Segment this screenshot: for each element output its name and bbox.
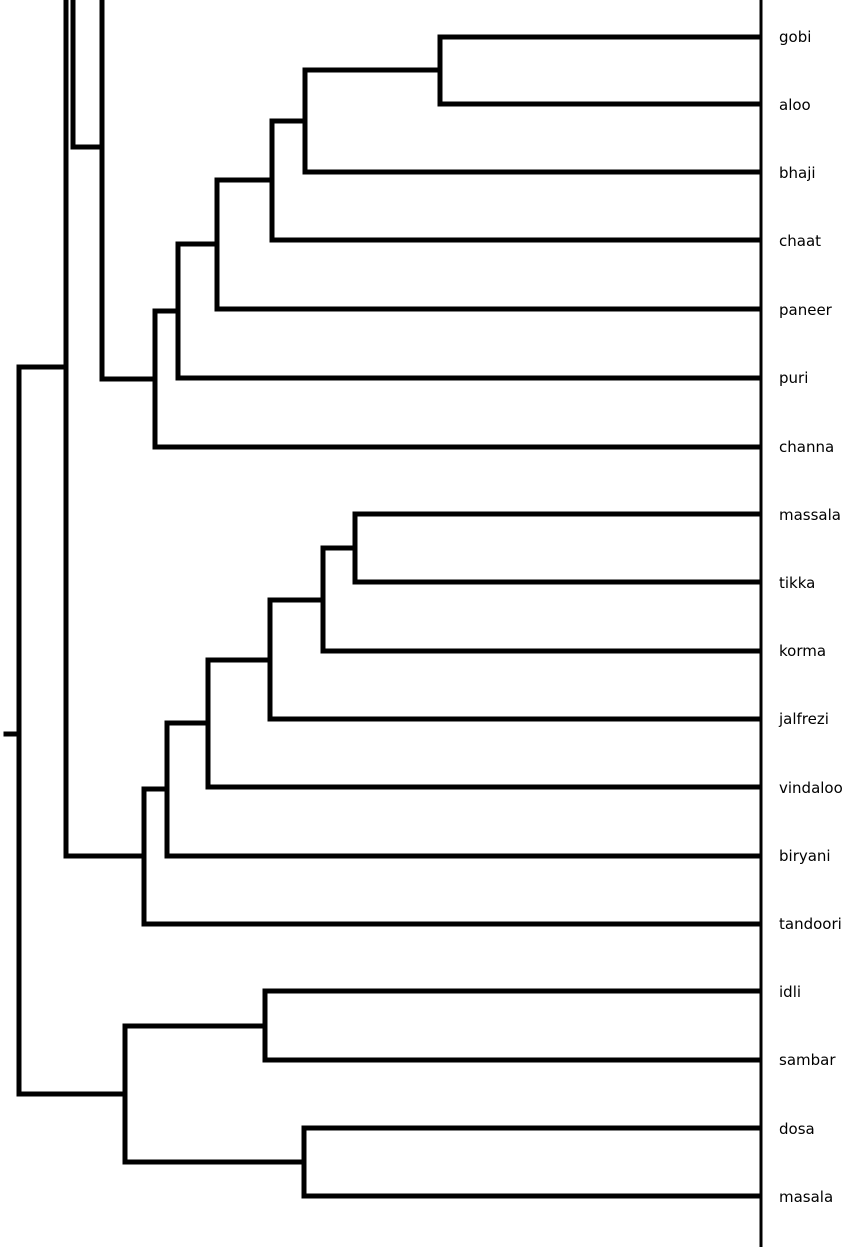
branch-gobi-aloo-bhaji — [302, 67, 763, 175]
leaf-label-tikka: tikka — [779, 574, 815, 592]
leaf-label-jalfrezi: jalfrezi — [778, 710, 829, 728]
branch-add-vindaloo — [205, 657, 763, 790]
leaf-label-korma: korma — [779, 642, 826, 660]
leaf-label-gobi: gobi — [779, 28, 811, 46]
branch-massala-tikka — [352, 511, 763, 585]
leaf-label-channa: channa — [779, 438, 834, 456]
leaf-label-bhaji: bhaji — [779, 164, 816, 182]
dendrogram-branches — [3, 0, 763, 1247]
leaf-label-chaat: chaat — [779, 232, 821, 250]
leaf-label-idli: idli — [779, 983, 801, 1001]
branch-root — [16, 364, 128, 1097]
leaf-label-dosa: dosa — [779, 1120, 815, 1138]
leaf-labels: gobi aloo bhaji chaat paneer puri channa… — [778, 28, 843, 1206]
branch-add-chaat — [269, 118, 763, 243]
leaf-label-massala: massala — [779, 506, 841, 524]
leaf-label-paneer: paneer — [779, 301, 833, 319]
leaf-label-masala: masala — [779, 1188, 833, 1206]
branch-dosa-masala — [301, 1125, 763, 1199]
leaf-label-puri: puri — [779, 369, 808, 387]
branch-add-korma — [320, 545, 763, 654]
branch-add-jalfrezi — [267, 597, 763, 722]
branch-top-stub — [70, 0, 105, 150]
branch-upper-join — [63, 0, 147, 859]
leaf-label-vindaloo: vindaloo — [779, 779, 843, 797]
leaf-label-biryani: biryani — [779, 847, 831, 865]
leaf-label-aloo: aloo — [779, 96, 811, 114]
leaf-label-sambar: sambar — [779, 1051, 836, 1069]
leaf-label-tandoori: tandoori — [779, 915, 842, 933]
branch-idli-sambar — [262, 988, 763, 1063]
branch-gobi-aloo — [437, 34, 763, 107]
branch-add-paneer — [214, 177, 763, 312]
branch-top-cluster-stem — [99, 0, 158, 382]
branch-south-join — [122, 1023, 307, 1165]
